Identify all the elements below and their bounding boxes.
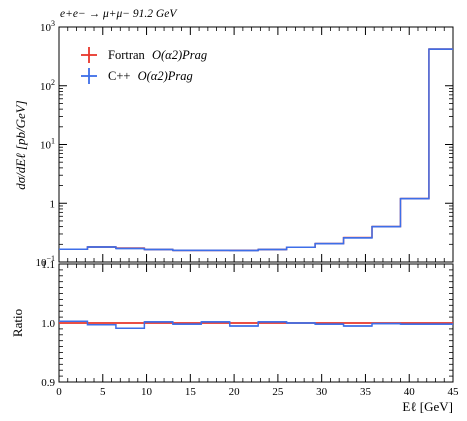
main-y-tick-label: 10−1 xyxy=(35,254,55,269)
x-tick-label: 5 xyxy=(100,386,106,398)
x-tick-label: 35 xyxy=(360,386,372,398)
svg-text:Fortran O(α2)Prag: Fortran O(α2)Prag xyxy=(108,48,207,62)
main-y-tick-label: 1 xyxy=(50,198,56,210)
chart-title: e+e− → μ+μ− 91.2 GeV xyxy=(60,8,178,20)
x-axis-label: Eℓ [GeV] xyxy=(402,399,453,414)
legend-label-cpp-rest: O(α2)Prag xyxy=(138,69,193,83)
main-y-tick-label: 101 xyxy=(40,137,55,152)
x-tick-label: 15 xyxy=(185,386,197,398)
ratio-histograms xyxy=(59,320,453,330)
main-y-tick-label: 102 xyxy=(40,78,55,93)
main-y-tick-label: 103 xyxy=(40,19,55,34)
legend-label-fortran-rest: O(α2)Prag xyxy=(152,48,207,62)
main-histograms xyxy=(59,48,453,252)
ratio-y-axis-label: Ratio xyxy=(10,309,25,337)
ratio-y-axis: 0.9 1.0 1.1 xyxy=(41,259,453,389)
legend-label-fortran: Fortran xyxy=(108,48,146,62)
legend: Fortran O(α2)Prag C++ O(α2)Prag xyxy=(81,47,207,84)
x-tick-label: 45 xyxy=(448,386,460,398)
ratio-x-axis: 0 5 10 15 20 25 30 35 40 45 xyxy=(56,264,459,398)
legend-item-cpp: C++ O(α2)Prag xyxy=(81,68,193,84)
x-tick-label: 10 xyxy=(141,386,153,398)
main-y-axis-label: dσ/dEℓ [pb/GeV] xyxy=(13,100,28,189)
x-tick-label: 20 xyxy=(229,386,241,398)
main-y-axis: 10−1 1 101 102 103 xyxy=(35,19,453,269)
main-x-ticks xyxy=(58,27,454,262)
x-tick-label: 30 xyxy=(316,386,328,398)
legend-item-fortran: Fortran O(α2)Prag xyxy=(81,47,207,63)
ratio-y-tick-label: 1.0 xyxy=(41,318,55,330)
ratio-y-tick-label: 0.9 xyxy=(41,377,55,389)
x-tick-label: 40 xyxy=(404,386,416,398)
legend-label-cpp: C++ xyxy=(108,69,130,83)
x-tick-label: 25 xyxy=(272,386,284,398)
x-tick-label: 0 xyxy=(56,386,62,398)
svg-text:C++ O(α2)Prag: C++ O(α2)Prag xyxy=(108,69,193,83)
ratio-y-tick-label: 1.1 xyxy=(41,259,55,271)
